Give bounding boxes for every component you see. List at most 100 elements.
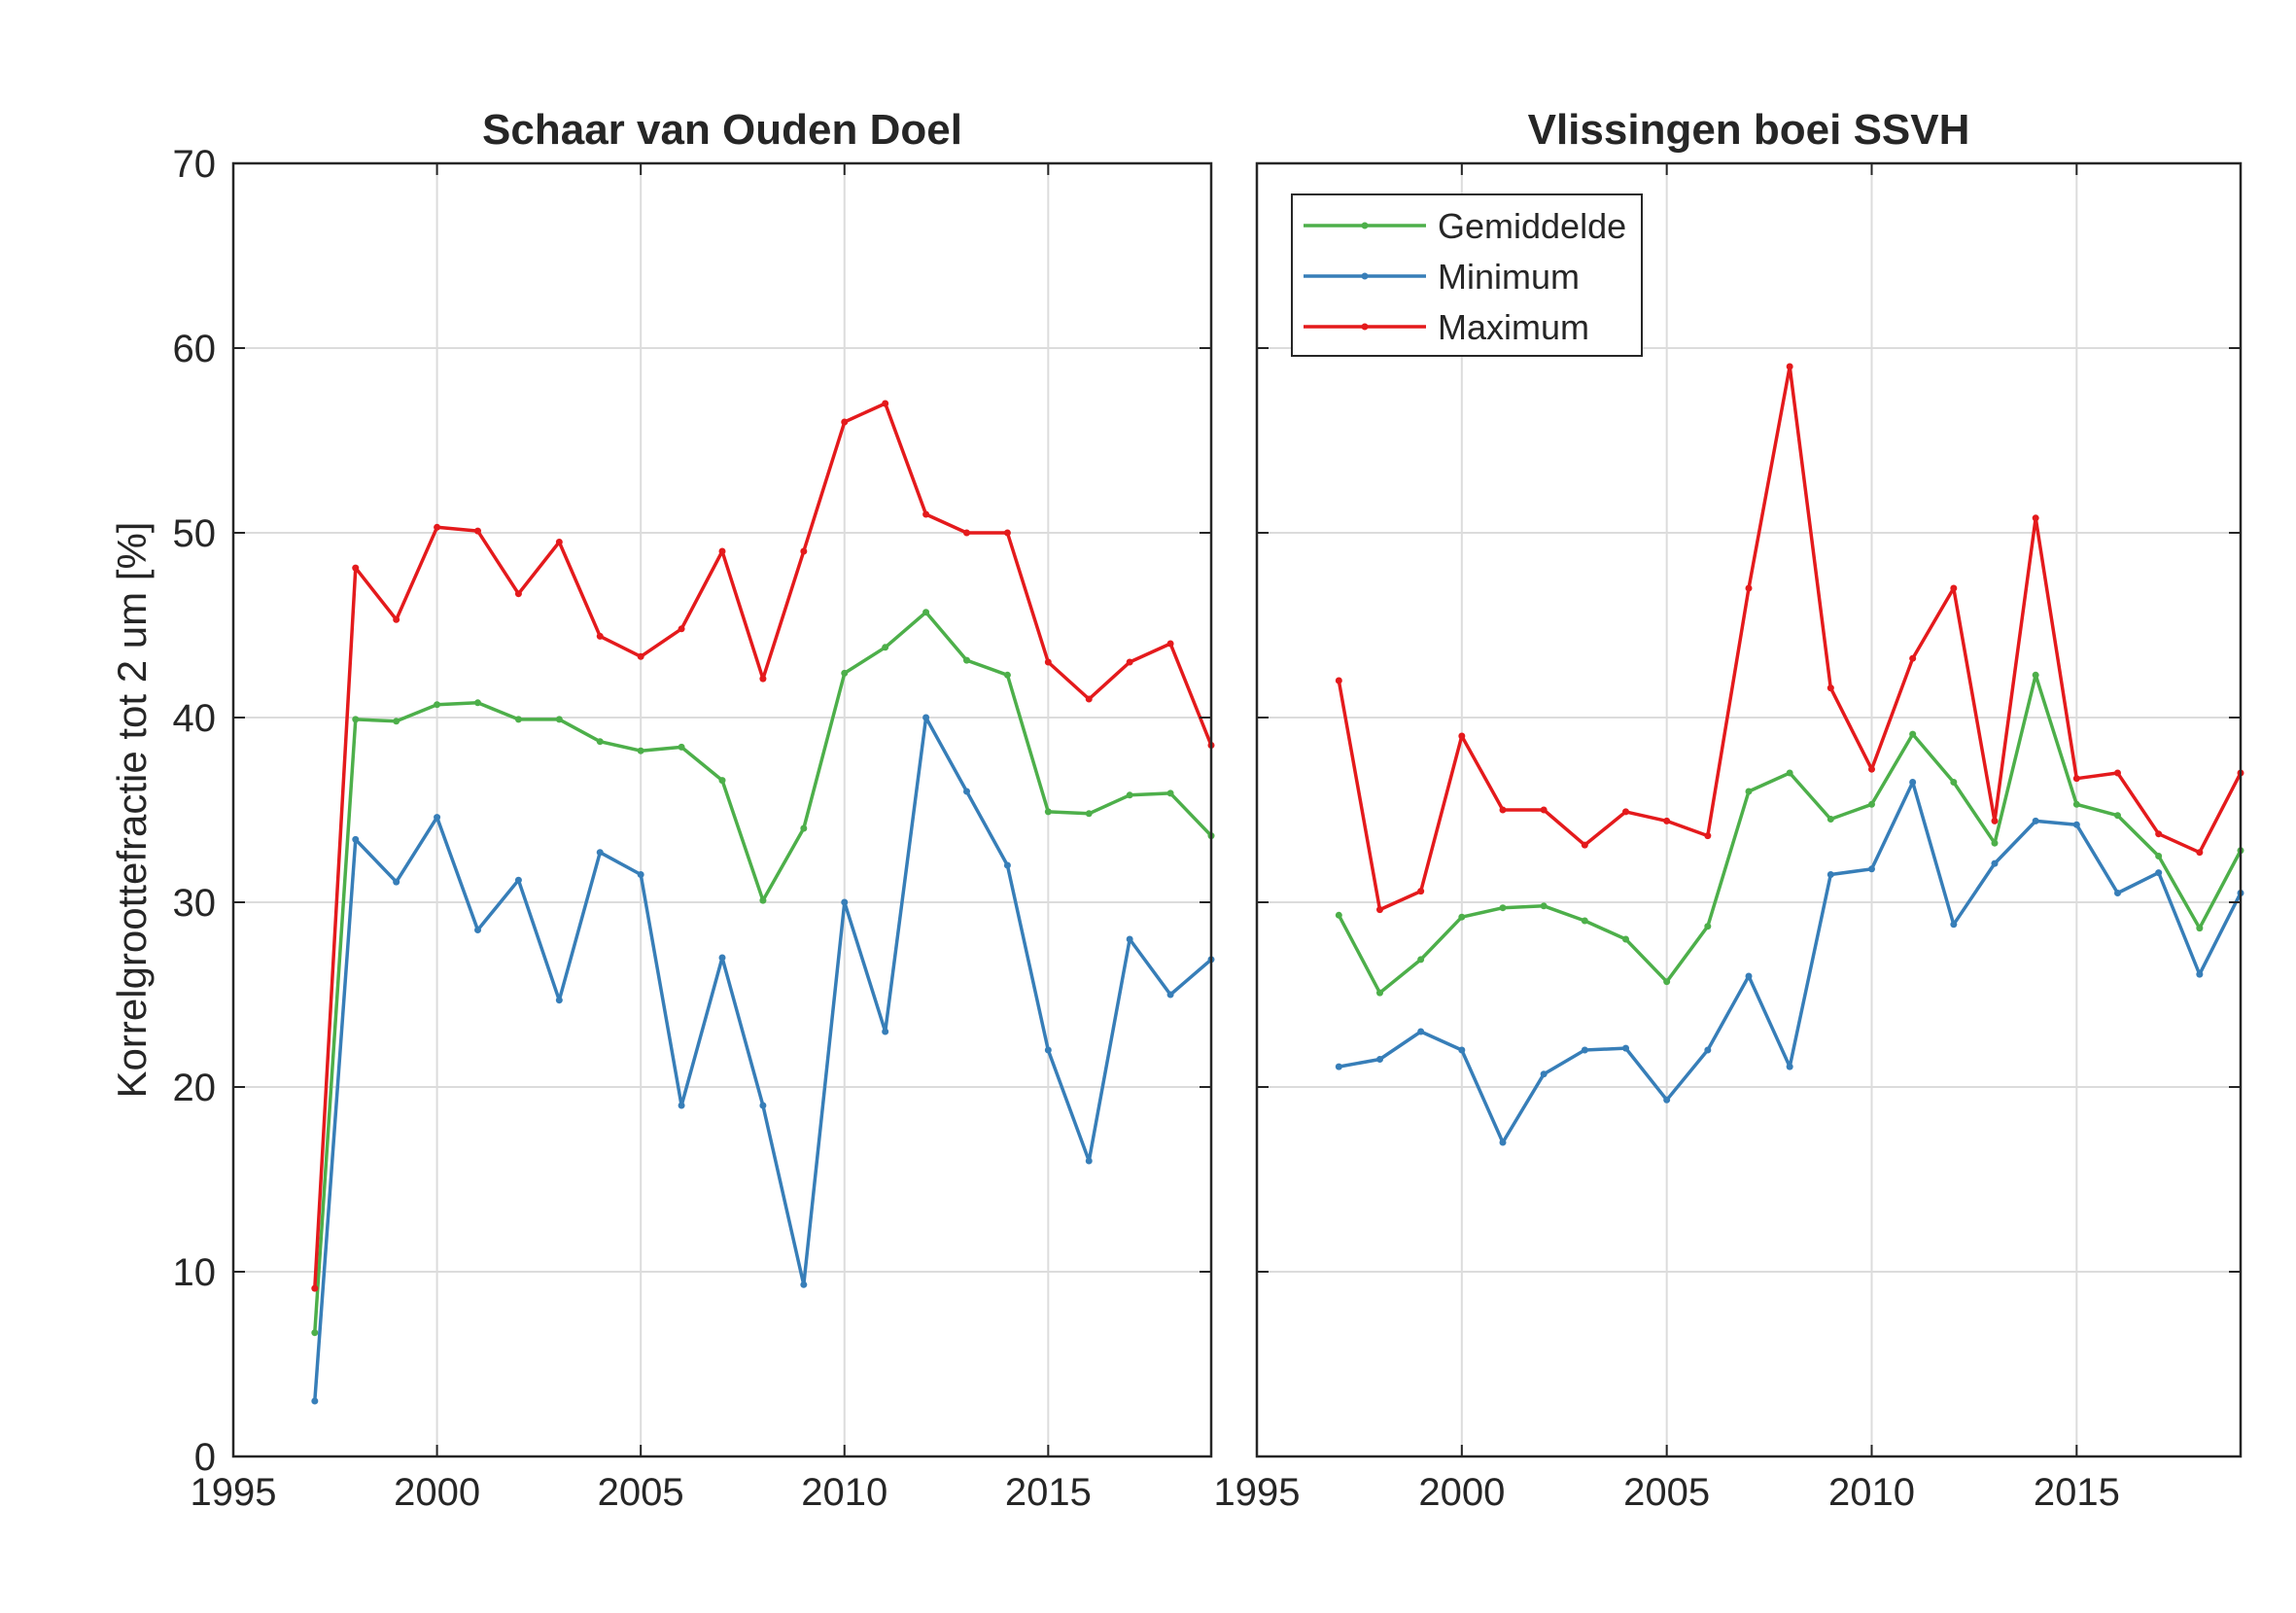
data-point-minimum xyxy=(2196,970,2204,978)
data-point-maximum xyxy=(678,625,685,633)
data-point-gemiddelde xyxy=(800,824,808,832)
data-point-minimum xyxy=(393,878,400,886)
data-point-gemiddelde xyxy=(474,699,481,707)
data-point-gemiddelde xyxy=(1581,917,1588,925)
data-point-minimum xyxy=(1991,859,1999,867)
data-point-maximum xyxy=(555,539,563,545)
data-point-gemiddelde xyxy=(1085,810,1093,818)
data-point-minimum xyxy=(1663,1096,1671,1104)
data-point-minimum xyxy=(637,871,644,878)
data-point-maximum xyxy=(352,564,360,572)
data-point-gemiddelde xyxy=(1376,989,1383,997)
data-point-minimum xyxy=(474,927,481,933)
data-point-maximum xyxy=(1417,888,1425,895)
data-point-gemiddelde xyxy=(1003,671,1011,679)
data-point-minimum xyxy=(841,898,849,906)
data-point-maximum xyxy=(311,1284,319,1292)
data-point-maximum xyxy=(474,527,481,535)
axes-box xyxy=(1255,161,2243,1458)
legend: Gemiddelde Minimum Maximum xyxy=(1291,193,1643,357)
data-point-minimum xyxy=(2032,817,2039,824)
y-tick-label: 70 xyxy=(173,143,217,186)
data-point-maximum xyxy=(1991,817,1999,824)
data-point-maximum xyxy=(841,418,849,426)
data-point-maximum xyxy=(2032,514,2039,522)
data-point-gemiddelde xyxy=(555,716,563,723)
data-point-gemiddelde xyxy=(352,716,360,723)
data-point-minimum xyxy=(2072,821,2080,828)
data-point-minimum xyxy=(1950,921,1958,929)
data-point-maximum xyxy=(1044,658,1052,666)
data-point-maximum xyxy=(1499,806,1507,814)
data-point-gemiddelde xyxy=(882,644,889,651)
legend-marker-maximum xyxy=(1361,323,1369,331)
data-point-minimum xyxy=(759,1102,767,1109)
x-tick-label: 1995 xyxy=(1214,1471,1301,1514)
data-point-gemiddelde xyxy=(1335,911,1342,919)
data-point-maximum xyxy=(1663,817,1671,824)
y-tick-label: 10 xyxy=(173,1251,217,1294)
x-tick-label: 2000 xyxy=(1418,1471,1505,1514)
data-point-maximum xyxy=(922,510,930,518)
data-point-minimum xyxy=(1166,991,1174,999)
data-point-maximum xyxy=(718,547,726,555)
data-point-minimum xyxy=(963,788,970,795)
data-point-gemiddelde xyxy=(841,669,849,677)
data-point-gemiddelde xyxy=(759,896,767,904)
data-point-maximum xyxy=(800,547,808,555)
data-point-maximum xyxy=(1868,765,1875,773)
data-point-gemiddelde xyxy=(1499,904,1507,912)
data-point-maximum xyxy=(1166,640,1174,648)
data-point-gemiddelde xyxy=(1786,769,1793,777)
data-point-gemiddelde xyxy=(1044,808,1052,816)
x-tick-label: 2005 xyxy=(1623,1471,1710,1514)
data-point-minimum xyxy=(1003,861,1011,869)
data-point-gemiddelde xyxy=(1950,779,1958,786)
chart-panel-1: 1995 2000 2005 2010 2015 0 10 20 30 40 50 60 70 Schaa… xyxy=(109,106,1215,1514)
data-point-gemiddelde xyxy=(1540,902,1548,910)
series-line-gemiddelde xyxy=(1337,673,2243,995)
y-tick-label: 20 xyxy=(173,1067,217,1109)
data-point-gemiddelde xyxy=(1868,800,1875,808)
data-point-maximum xyxy=(1085,695,1093,703)
data-point-maximum xyxy=(1003,529,1011,537)
data-point-maximum xyxy=(1581,841,1588,849)
data-point-minimum xyxy=(1581,1046,1588,1054)
series-line-gemiddelde xyxy=(313,610,1213,1333)
data-point-minimum xyxy=(2155,869,2163,877)
data-point-maximum xyxy=(514,590,522,598)
data-point-gemiddelde xyxy=(1126,791,1133,799)
data-point-maximum xyxy=(393,615,400,623)
data-point-maximum xyxy=(2155,830,2163,838)
data-point-minimum xyxy=(1826,871,1834,878)
data-point-minimum xyxy=(1868,865,1875,873)
data-point-minimum xyxy=(1909,779,1917,786)
data-point-minimum xyxy=(1458,1046,1466,1054)
data-point-minimum xyxy=(555,997,563,1004)
data-point-maximum xyxy=(963,529,970,537)
series-line-maximum xyxy=(1337,365,2243,912)
data-point-gemiddelde xyxy=(2072,800,2080,808)
data-point-maximum xyxy=(1704,832,1712,840)
x-tick-label: 2010 xyxy=(801,1471,887,1514)
data-point-minimum xyxy=(1417,1028,1425,1035)
data-point-gemiddelde xyxy=(678,743,685,751)
legend-label-minimum: Minimum xyxy=(1438,257,1580,297)
data-point-minimum xyxy=(352,835,360,843)
data-point-gemiddelde xyxy=(2196,925,2204,932)
data-point-gemiddelde xyxy=(1991,839,1999,847)
data-point-minimum xyxy=(434,814,441,822)
data-point-minimum xyxy=(2114,890,2121,896)
data-point-maximum xyxy=(596,632,604,640)
data-point-gemiddelde xyxy=(1458,913,1466,921)
data-point-gemiddelde xyxy=(514,716,522,723)
y-tick-label: 60 xyxy=(173,328,217,370)
chart-title: Vlissingen boei SSVH xyxy=(1528,106,1970,154)
data-point-maximum xyxy=(1540,806,1548,814)
data-point-gemiddelde xyxy=(1704,923,1712,930)
data-point-maximum xyxy=(2072,775,2080,783)
data-point-minimum xyxy=(514,876,522,884)
data-point-gemiddelde xyxy=(393,718,400,725)
